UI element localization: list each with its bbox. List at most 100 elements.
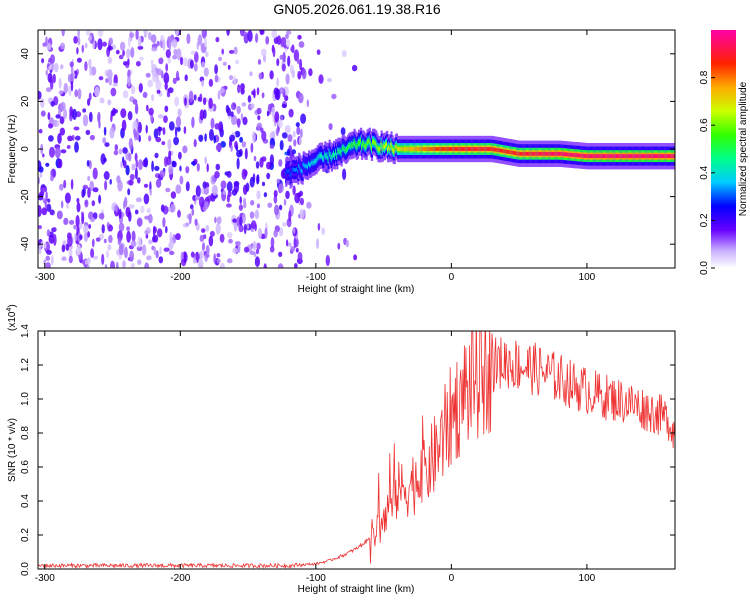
spectrogram-cell — [288, 242, 292, 247]
spectrogram-cell — [266, 172, 271, 180]
spectrogram-cell — [175, 233, 181, 241]
spectrogram-cell — [127, 111, 133, 121]
spectrogram-cell — [135, 197, 142, 203]
spectrogram-cell — [201, 61, 206, 68]
spectrogram-cell — [241, 141, 247, 148]
spectrogram-cell — [256, 242, 261, 250]
spectrogram-cell — [142, 159, 148, 168]
spectrogram-cell — [274, 111, 280, 123]
spectrogram-cell — [167, 87, 174, 94]
spectrogram-cell — [337, 242, 341, 250]
snr-series-line — [38, 331, 675, 569]
spectrogram-cell — [170, 203, 176, 213]
spectrogram-heatmap — [38, 30, 675, 268]
spectrogram-cell — [82, 114, 89, 127]
spectrogram-cell — [164, 105, 169, 113]
spectrogram-cell — [193, 94, 197, 101]
spectrogram-cell — [97, 30, 104, 38]
spectrogram-cell — [306, 201, 312, 209]
spectrogram-cell — [134, 209, 139, 215]
spectrogram-cell — [48, 123, 53, 129]
spectrogram-cell — [50, 175, 54, 182]
spectrogram-cell — [101, 253, 105, 265]
spectrogram-cell — [41, 58, 45, 64]
spectrogram-cell — [285, 239, 289, 247]
spectrogram-cell — [98, 76, 104, 81]
spectrogram-cell — [104, 142, 110, 148]
spectrogram-cell — [113, 150, 119, 156]
spectrogram-cell — [131, 163, 136, 171]
spectrogram-cell — [77, 36, 81, 46]
spectrogram-cell — [149, 188, 152, 196]
spectrogram-cell — [317, 223, 321, 231]
spectrogram-cell — [295, 248, 299, 253]
spectrogram-cell — [249, 250, 256, 255]
colorbar-gradient — [711, 30, 736, 268]
spectrogram-x-tick-label: -300 — [35, 272, 55, 283]
spectrogram-cell — [145, 233, 149, 239]
spectrogram-cell — [242, 116, 248, 126]
spectrogram-cell — [234, 130, 241, 138]
spectrogram-cell — [68, 85, 72, 96]
spectrogram-cell — [99, 97, 105, 104]
spectrogram-cell — [125, 206, 131, 218]
spectrogram-cell — [129, 173, 135, 181]
spectrogram-cell — [89, 180, 94, 192]
spectrogram-cell — [89, 134, 95, 141]
spectrogram-cell — [219, 87, 225, 94]
spectrogram-cell — [280, 115, 284, 121]
spectrogram-cell — [118, 54, 124, 60]
spectrogram-cell — [49, 146, 55, 158]
spectrogram-cell — [57, 158, 63, 169]
spectrogram-cell — [47, 112, 51, 120]
spectrogram-cell — [74, 89, 79, 98]
spectrogram-cell — [229, 134, 236, 142]
spectrogram-cell — [185, 181, 190, 192]
spectrogram-cell — [155, 250, 159, 259]
spectrogram-cell — [159, 170, 166, 178]
spectrogram-cell — [154, 152, 159, 159]
snr-y-tick-label: 0.6 — [20, 460, 31, 474]
spectrogram-ridge-cell — [637, 154, 640, 158]
spectrogram-cell — [65, 243, 70, 251]
spectrogram-cell — [166, 92, 171, 98]
spectrogram-cell — [266, 161, 272, 170]
spectrogram-cell — [190, 204, 194, 210]
spectrogram-cell — [191, 116, 195, 128]
spectrogram-cell — [101, 224, 105, 234]
spectrogram-cell — [215, 223, 221, 235]
spectrogram-cell — [233, 75, 236, 86]
spectrogram-cell — [269, 70, 274, 80]
spectrogram-cell — [284, 47, 288, 53]
spectrogram-cell — [51, 61, 54, 72]
spectrogram-cell — [282, 51, 286, 64]
spectrogram-cell — [205, 253, 210, 258]
spectrogram-cell — [82, 184, 89, 190]
spectrogram-cell — [278, 183, 284, 193]
spectrogram-cell — [118, 208, 122, 219]
spectrogram-cell — [210, 117, 215, 129]
colorbar: 0.0 0.2 0.4 0.6 0.8 Normalized spectral ampl… — [699, 30, 749, 275]
spectrogram-cell — [130, 47, 135, 58]
spectrogram-cell — [235, 59, 240, 65]
spectrogram-ridge-cell — [624, 154, 627, 158]
spectrogram-y-axis-label: Frequency (Hz) — [7, 115, 18, 184]
spectrogram-cell — [206, 163, 209, 173]
spectrogram-cell — [171, 160, 176, 167]
spectrogram-cell — [299, 208, 305, 220]
spectrogram-cell — [90, 248, 95, 258]
spectrogram-cell — [81, 189, 85, 198]
spectrogram-cell — [162, 217, 166, 228]
spectrogram-cell — [273, 229, 279, 238]
spectrogram-cell — [279, 140, 284, 151]
snr-y-axis-label: SNR (10 * v/v) — [7, 418, 18, 482]
spectrogram-cell — [103, 126, 107, 136]
spectrogram-cell — [112, 82, 119, 87]
snr-frame — [37, 330, 676, 570]
spectrogram-cell — [75, 215, 80, 227]
spectrogram-cell — [247, 95, 252, 103]
spectrogram-cell — [219, 233, 225, 243]
spectrogram-cell — [165, 226, 168, 234]
spectrogram-cell — [155, 79, 162, 91]
spectrogram-cell — [191, 208, 195, 216]
